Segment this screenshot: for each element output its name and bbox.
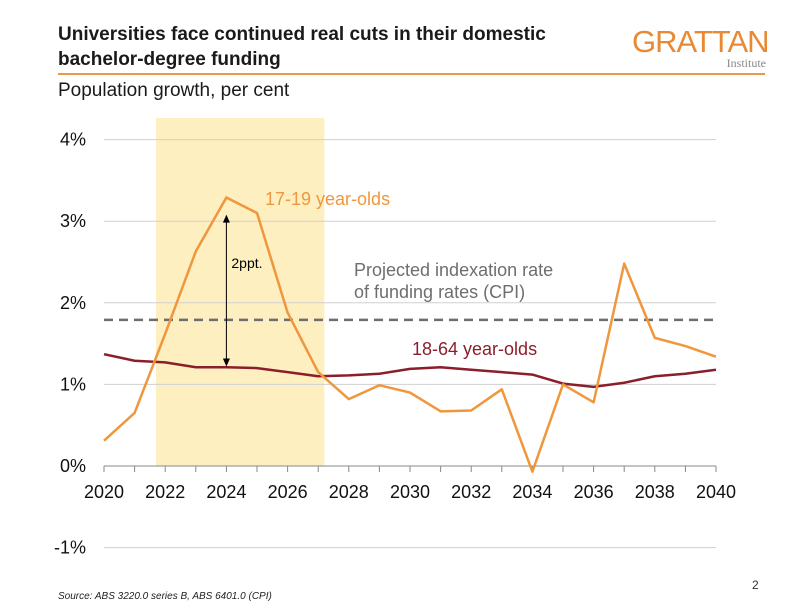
series-17-19-label: 17-19 year-olds <box>265 189 390 209</box>
x-tick-label: 2034 <box>512 482 552 502</box>
x-tick-label: 2036 <box>574 482 614 502</box>
x-tick-label: 2032 <box>451 482 491 502</box>
cpi-label: of funding rates (CPI) <box>354 282 525 302</box>
x-tick-label: 2030 <box>390 482 430 502</box>
y-tick-label: 0% <box>60 456 86 476</box>
arrow-head-down <box>222 358 230 367</box>
source-note: Source: ABS 3220.0 series B, ABS 6401.0 … <box>58 591 272 602</box>
grattan-logo: GRATTAN Institute <box>632 24 770 70</box>
highlight-band <box>156 118 325 466</box>
x-tick-label: 2028 <box>329 482 369 502</box>
chart-subtitle: Population growth, per cent <box>58 80 290 101</box>
x-tick-label: 2038 <box>635 482 675 502</box>
y-tick-label: 3% <box>60 211 86 231</box>
y-tick-label: 2% <box>60 293 86 313</box>
page-number: 2 <box>752 578 759 592</box>
series-18-64-label: 18-64 year-olds <box>412 339 537 359</box>
x-tick-label: 2024 <box>206 482 246 502</box>
y-tick-label: 4% <box>60 130 86 150</box>
logo-sub-text: Institute <box>726 56 766 70</box>
x-tick-label: 2022 <box>145 482 185 502</box>
x-tick-label: 2026 <box>268 482 308 502</box>
chart-title: Universities face continued real cuts in… <box>58 24 546 70</box>
cpi-label: Projected indexation rate <box>354 260 553 280</box>
arrow-head-up <box>222 214 230 223</box>
logo-main-text: GRATTAN <box>632 24 770 59</box>
annotation-label: 2ppt. <box>231 255 262 271</box>
y-tick-label: 1% <box>60 374 86 394</box>
x-tick-label: 2040 <box>696 482 736 502</box>
y-tick-label: -1% <box>54 538 86 558</box>
header-divider <box>58 73 765 75</box>
x-tick-label: 2020 <box>84 482 124 502</box>
